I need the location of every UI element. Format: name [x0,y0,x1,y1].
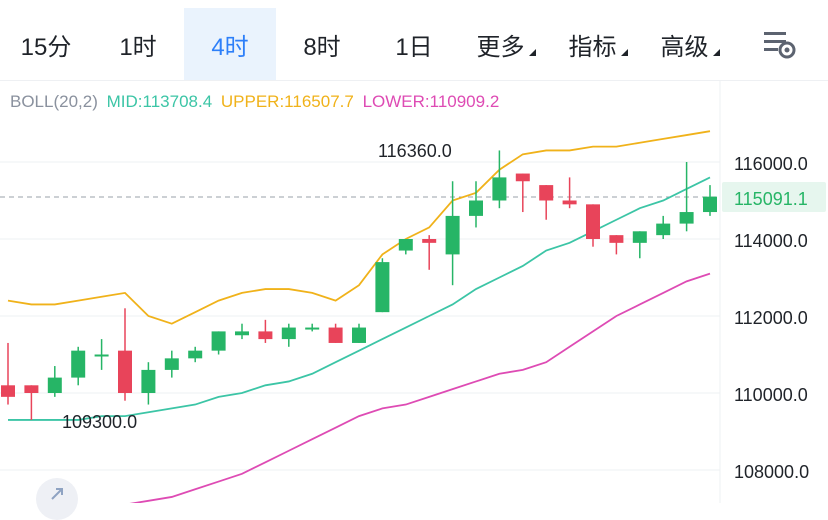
candle-body [492,177,507,201]
dropdown-triangle-icon [620,48,628,56]
boll-upper-line [7,130,711,325]
tab-4h[interactable]: 4时 [184,8,276,80]
boll-upper-value: UPPER:116507.7 [220,92,354,111]
tab-1d[interactable]: 1日 [395,33,433,61]
candle-body [609,235,624,243]
y-axis-tick-label: 116000.0 [734,154,808,174]
tab-15min[interactable]: 15分 [20,33,72,61]
boll-mid-line [8,176,711,421]
candle-body [352,327,366,343]
candle-body [118,350,132,393]
tab-1h[interactable]: 1时 [119,33,157,61]
y-axis-tick-label: 110000.0 [734,385,808,405]
tab-advanced[interactable]: 高级 [644,8,736,80]
candle-body [235,331,249,336]
boll-lower-value: LOWER:110909.2 [362,92,500,111]
candle-body [469,200,483,216]
candle-body [703,196,717,213]
tab-indicators[interactable]: 指标 [552,8,644,80]
candle-body [164,358,179,370]
expand-button[interactable] [36,478,78,520]
candle-body [71,350,86,378]
y-axis-tick-label: 108000.0 [734,462,809,482]
boll-indicator-legend: BOLL(20,2) MID:113708.4 UPPER:116507.7 L… [10,92,503,112]
candle-body [258,331,273,340]
candle-body [586,204,600,239]
low-price-label: 109300.0 [62,412,137,432]
candle-body [539,185,554,201]
boll-lower-line [129,272,711,503]
current-price-label: 115091.1 [734,189,808,209]
tab-more[interactable]: 更多 [460,8,552,80]
dropdown-triangle-icon [712,48,720,56]
high-price-label: 116360.0 [378,141,452,161]
candle-body [422,239,437,243]
candle-body [94,354,109,357]
candle-body [398,239,413,251]
candle-body [562,200,577,205]
candle-body [328,327,343,343]
tab-8h[interactable]: 8时 [303,33,341,61]
candle-body [188,350,203,359]
candle-body [515,173,530,182]
boll-mid-value: MID:113708.4 [106,92,213,111]
chart-settings-icon[interactable] [760,28,800,62]
candle-body [632,231,647,243]
dropdown-triangle-icon [528,48,536,56]
y-axis-tick-label: 112000.0 [734,308,808,328]
candle-body [24,385,39,393]
current-price-badge [722,181,826,212]
candle-body [305,327,320,330]
timeframe-toolbar: 15分 1时 4时 8时 1日 更多 指标 高级 [0,0,828,81]
expand-icon [51,488,63,500]
candle-body [1,385,15,397]
candle-body [141,369,156,393]
candle-body [679,212,694,224]
candlestick-chart[interactable]: 116000.0 114000.0 112000.0 110000.0 108000.0… [0,0,828,503]
candle-body [656,223,671,236]
boll-name: BOLL(20,2) [10,92,98,111]
candle-body [211,331,226,351]
candle-body [445,215,460,255]
y-axis-tick-label: 114000.0 [734,231,808,251]
candle-body [47,377,62,393]
candle-body [281,327,296,340]
candle-body [375,262,390,313]
